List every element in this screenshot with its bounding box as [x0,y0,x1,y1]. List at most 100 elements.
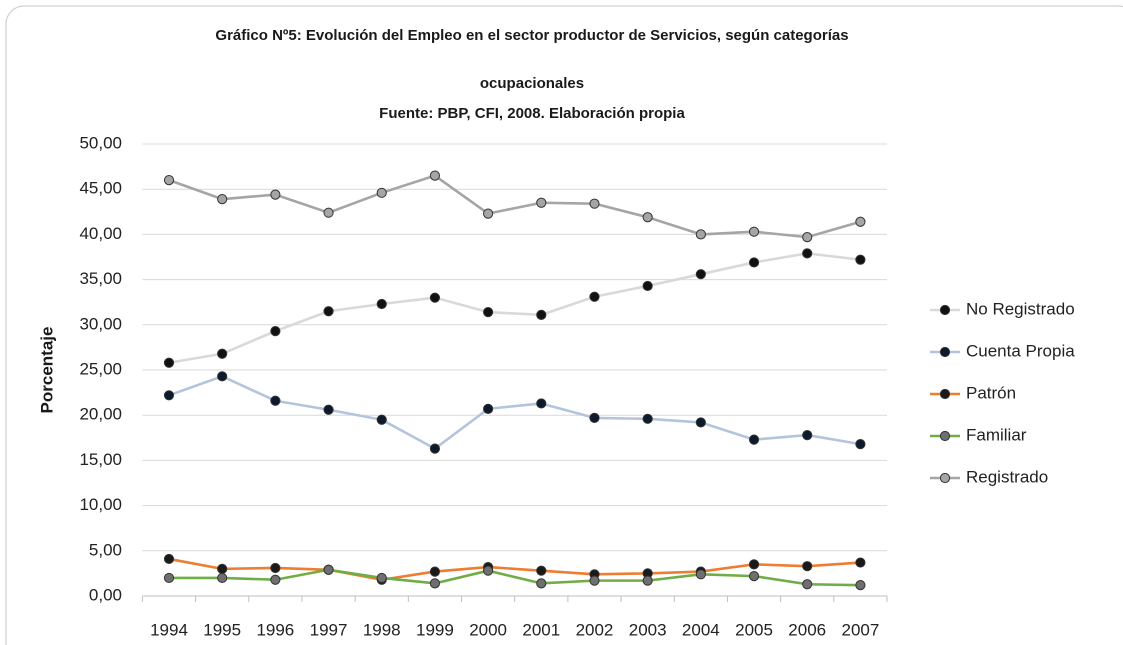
data-point [270,189,281,200]
data-point [270,395,281,406]
y-tick-label: 15,00 [79,450,122,469]
legend-label: Familiar [966,425,1027,444]
data-point [748,434,760,445]
legend-marker [939,472,951,484]
data-point [855,216,866,227]
data-point [429,578,441,589]
chart-title: Gráfico Nº5: Evolución del Empleo en el … [215,27,848,44]
data-point [163,357,175,368]
x-tick-label: 2002 [576,620,614,639]
data-point [376,414,387,425]
data-point [695,569,706,580]
data-point [748,559,760,570]
data-point [217,194,228,205]
legend-label: Patrón [966,383,1016,402]
data-point [855,580,866,591]
data-point [802,429,813,441]
data-point [642,280,653,292]
data-point [323,306,334,317]
data-point [695,417,706,428]
data-point [217,572,228,584]
legend-marker [939,388,951,400]
y-tick-label: 45,00 [79,179,122,198]
data-point [855,254,866,265]
data-point [748,226,760,237]
series-line [168,557,861,582]
series-line [168,375,861,450]
x-tick-label: 1998 [363,620,401,639]
data-point [376,298,387,310]
data-point [483,307,494,318]
data-point [429,292,441,303]
data-point [270,574,281,585]
data-point [163,390,175,401]
data-point [855,557,866,568]
data-point [589,412,600,424]
chart-frame [5,5,1123,645]
data-point [429,443,441,454]
data-point [536,197,547,208]
data-point [163,175,175,186]
data-point [163,572,175,584]
data-point [695,229,706,240]
x-tick-label: 1996 [256,620,294,639]
x-tick-label: 1994 [150,620,188,639]
legend-marker [939,430,951,442]
data-point [483,208,494,219]
data-point [536,398,547,409]
chart-subtitle: Fuente: PBP, CFI, 2008. Elaboración prop… [379,105,685,122]
legend-marker [939,304,951,316]
legend-label: Registrado [966,467,1048,486]
x-tick-label: 2005 [735,620,773,639]
y-tick-label: 35,00 [79,269,122,288]
data-point [376,187,387,198]
data-point [802,232,813,243]
data-point [536,565,547,576]
x-tick-label: 2001 [522,620,560,639]
data-point [748,571,760,582]
data-point [802,561,813,572]
y-tick-label: 25,00 [79,359,122,378]
data-point [748,257,760,268]
data-point [589,291,600,302]
x-tick-label: 2007 [841,620,879,639]
data-point [217,563,228,574]
data-point [323,404,334,415]
y-tick-label: 5,00 [89,540,122,559]
data-point [483,565,494,576]
x-tick-label: 2004 [682,620,720,639]
data-point [855,439,866,450]
series-line [168,252,861,365]
data-point [483,403,494,414]
y-tick-label: 20,00 [79,405,122,424]
data-point [642,575,653,586]
legend-label: No Registrado [966,299,1075,318]
data-point [270,562,281,574]
series-line [168,174,861,239]
x-tick-label: 2003 [629,620,667,639]
x-tick-label: 1997 [310,620,348,639]
data-point [217,371,228,382]
data-point [642,212,653,223]
data-point [429,170,441,181]
data-point [163,553,175,565]
x-tick-label: 2000 [469,620,507,639]
series-line [168,568,861,587]
data-point [217,348,228,359]
data-point [429,566,441,577]
data-point [802,248,813,259]
x-tick-label: 1999 [416,620,454,639]
y-axis-label: Porcentaje [37,327,56,414]
data-point [589,198,600,209]
data-point [695,269,706,280]
legend-marker [939,346,951,358]
y-tick-label: 10,00 [79,495,122,514]
y-tick-label: 30,00 [79,314,122,333]
data-point [589,575,600,586]
data-point [323,207,334,218]
data-point [536,309,547,320]
data-point [642,413,653,424]
data-point [536,578,547,589]
x-tick-label: 1995 [203,620,241,639]
